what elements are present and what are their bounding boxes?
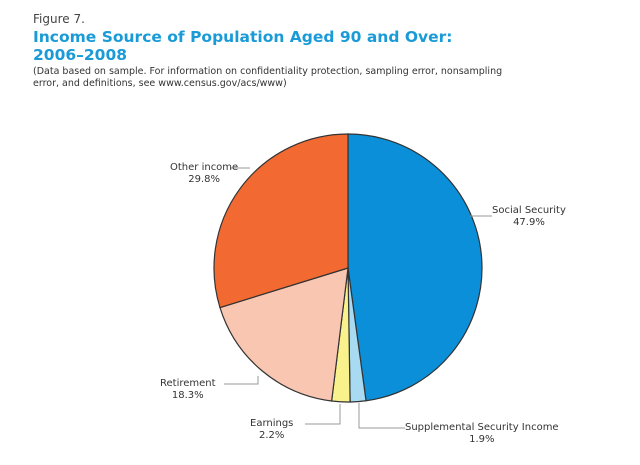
slice-label: Retirement [160, 378, 216, 389]
label-retirement: Retirement 18.3% [160, 378, 216, 402]
chart-title: Income Source of Population Aged 90 and … [33, 28, 453, 64]
slice-label: Other income [170, 162, 239, 173]
leader-ssi [358, 403, 405, 429]
chart-subtitle: (Data based on sample. For information o… [33, 66, 503, 89]
label-earnings: Earnings 2.2% [250, 418, 293, 442]
figure-label: Figure 7. [33, 12, 85, 26]
slice-value: 2.2% [259, 430, 285, 441]
slice-label: Earnings [250, 418, 294, 429]
pie-slice-social-security [347, 133, 483, 402]
label-social-security: Social Security 47.9% [492, 205, 566, 229]
label-ssi: Supplemental Security Income 1.9% [405, 422, 559, 446]
leader-lines [224, 167, 492, 429]
pie-slice-other-income [213, 133, 349, 309]
slice-value: 47.9% [513, 217, 545, 228]
slice-value: 29.8% [188, 174, 220, 185]
slice-label: Social Security [492, 205, 566, 216]
slice-value: 1.9% [469, 434, 495, 445]
slice-value: 18.3% [171, 390, 204, 401]
slice-label: Supplemental Security Income [405, 422, 559, 433]
leader-earnings [305, 404, 341, 425]
leader-retirement [224, 376, 259, 385]
label-other-income: Other income 29.8% [170, 162, 238, 186]
pie-slice-retirement [219, 267, 349, 402]
